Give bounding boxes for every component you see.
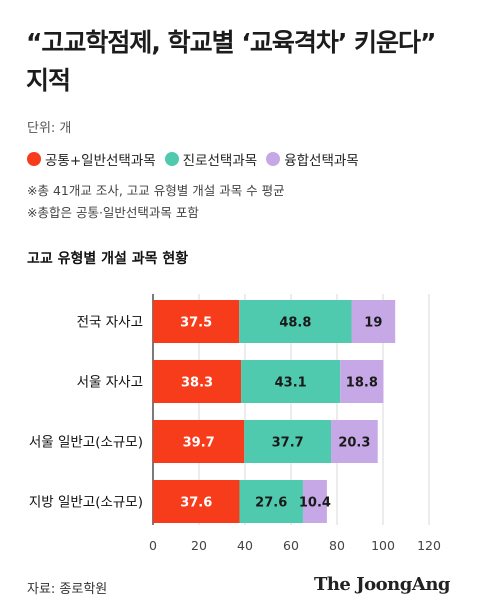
bar-segment [302,480,327,523]
bar-value-label: 18.8 [346,376,378,391]
bar-segment [239,300,352,343]
legend-item-career: 진로선택과목 [164,149,258,169]
bar-value-label: 10.4 [299,496,331,511]
chart-title: 고교 유형별 개설 과목 현황 [27,251,189,267]
note-survey: ※총 41개교 조사, 고교 유형별 개설 과목 수 평균 [27,183,285,198]
bar-segment [241,360,341,403]
bar-segment [331,420,378,463]
source-note: 자료: 종로학원 [27,582,108,597]
bar-value-label: 43.1 [275,376,307,391]
bar-value-label: 38.3 [181,376,213,391]
legend-swatch-career [164,152,179,166]
legend-swatch-common-general [27,152,41,166]
bar-value-label: 37.6 [180,496,212,511]
bar-segment [244,420,332,463]
x-tick-label: 0 [149,538,157,553]
bar-value-label: 19 [364,316,382,331]
legend: 공통+일반선택과목 진로선택과목 융합선택과목 [27,149,368,169]
x-tick-label: 60 [283,538,299,553]
bar-value-label: 37.5 [180,316,212,331]
category-label: 전국 자사고 [77,315,143,331]
bar-segment [351,300,396,343]
bar-segment [239,480,303,523]
page-title: “고교학점제, 학교별 ‘교육격차’ 키운다” 지적 [26,28,436,95]
legend-label-convergence: 융합선택과목 [284,153,359,169]
bar-segment [340,360,384,403]
bar-value-label: 48.8 [279,316,311,331]
legend-item-common-general: 공통+일반선택과목 [27,149,156,169]
brand-logo: The JoongAng [313,574,451,595]
stacked-bar-chart: 0 20 40 60 80 100 120 전국 자사고 37.5 48.8 19 서울 자사고 38.… [29,294,441,553]
bar-segment [153,300,240,343]
bar-segment [153,360,242,403]
bar-segment [153,480,240,523]
x-tick-label: 80 [329,538,345,553]
bar-value-label: 39.7 [183,436,215,451]
x-tick-label: 40 [237,538,253,553]
note-total: ※총합은 공통·일반선택과목 포함 [27,205,199,220]
bar-value-label: 27.6 [255,496,287,511]
bar-segment [153,420,245,463]
bar-value-label: 20.3 [338,436,370,451]
category-label: 서울 일반고(소규모) [29,435,143,451]
x-tick-label: 100 [371,538,395,553]
unit-label: 단위: 개 [27,121,72,136]
x-tick-label: 120 [417,538,441,553]
category-label: 지방 일반고(소규모) [29,495,143,511]
bar-value-label: 37.7 [272,436,304,451]
legend-swatch-convergence [266,152,281,166]
legend-label-career: 진로선택과목 [182,153,258,169]
legend-item-convergence: 융합선택과목 [266,149,359,169]
category-label: 서울 자사고 [77,375,143,391]
x-tick-label: 20 [191,538,207,553]
legend-label-common-general: 공통+일반선택과목 [45,153,156,169]
